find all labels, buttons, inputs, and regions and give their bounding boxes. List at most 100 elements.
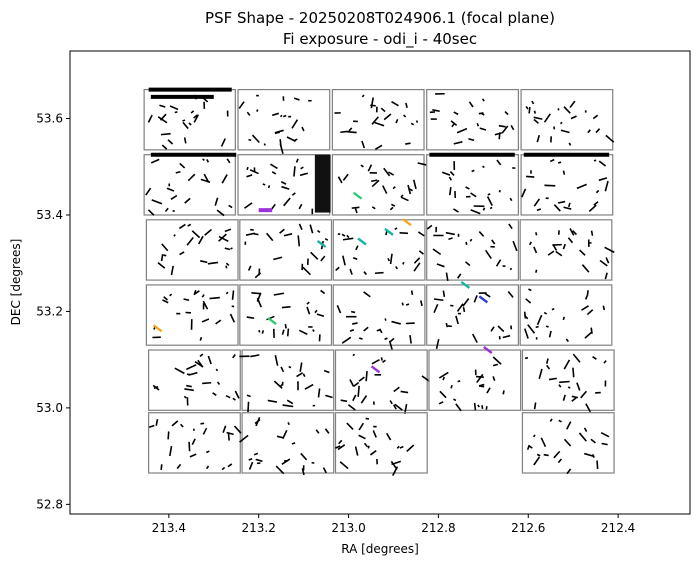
psf-stick (406, 444, 415, 452)
y-tick-label: 53.4 (36, 208, 63, 222)
psf-stick (502, 390, 505, 395)
x-tick-label: 212.8 (421, 521, 455, 535)
psf-stick (544, 184, 556, 187)
x-tick-label: 213.4 (152, 521, 186, 535)
y-axis: 52.8 53.0 53.2 53.4 53.6 (36, 112, 70, 511)
psf-stick (450, 384, 453, 389)
psf-stick (462, 306, 466, 313)
psf-stick (160, 464, 163, 471)
psf-stick (399, 445, 404, 449)
psf-stick (393, 404, 397, 410)
psf-stick (374, 121, 385, 127)
psf-stick (436, 263, 445, 268)
psf-stick (178, 223, 186, 230)
psf-stick (538, 368, 543, 380)
psf-stick (164, 207, 169, 212)
psf-stick (228, 204, 233, 209)
psf-stick (558, 419, 562, 423)
psf-stick (567, 237, 574, 244)
psf-stick (405, 142, 411, 145)
psf-stick (255, 417, 261, 427)
psf-stick (565, 338, 569, 343)
psf-stick (306, 306, 311, 315)
psf-stick (221, 174, 228, 184)
psf-stick (358, 422, 365, 431)
psf-stick (298, 329, 308, 336)
psf-stick (394, 403, 403, 411)
psf-stick (415, 120, 419, 123)
psf-stick (365, 417, 370, 420)
psf-stick (147, 114, 153, 123)
psf-stick (324, 428, 330, 434)
psf-stick (291, 192, 296, 196)
ota-cell-4 (426, 88, 519, 151)
psf-stick (420, 300, 423, 307)
psf-stick (403, 114, 407, 118)
psf-stick (410, 290, 414, 295)
plot-area (143, 87, 615, 476)
x-tick-label: 212.6 (511, 521, 545, 535)
psf-stick (270, 163, 278, 170)
psf-stick (342, 173, 349, 181)
psf-stick (200, 422, 205, 425)
psf-stick (468, 101, 474, 108)
psf-stick (286, 328, 290, 337)
psf-stick (572, 353, 581, 363)
psf-stick (193, 114, 198, 119)
psf-stick (388, 171, 395, 176)
psf-stick (426, 224, 433, 230)
psf-stick (163, 296, 168, 301)
psf-stick (193, 114, 200, 123)
psf-stick (283, 233, 293, 237)
psf-stick (367, 164, 373, 172)
psf-stick (296, 372, 304, 378)
psf-stick (322, 467, 327, 474)
psf-stick (410, 122, 414, 126)
psf-stick (571, 397, 577, 402)
psf-stick (320, 255, 326, 262)
psf-colored-stick (267, 317, 277, 326)
psf-stick (470, 209, 481, 215)
y-axis-label: DEC [degrees] (9, 239, 23, 326)
psf-stick (482, 207, 486, 211)
psf-stick (232, 354, 236, 359)
psf-stick (525, 298, 532, 304)
psf-colored-stick (478, 295, 489, 304)
psf-stick (175, 170, 181, 174)
psf-stick (559, 380, 570, 384)
psf-stick (170, 194, 178, 201)
psf-stick (533, 118, 539, 124)
psf-stick (315, 429, 320, 434)
ota-cell-28 (334, 412, 428, 474)
ota-cell-15 (519, 219, 613, 281)
psf-stick (587, 129, 591, 134)
psf-stick (160, 132, 171, 136)
psf-stick (273, 380, 283, 389)
psf-stick (543, 113, 551, 123)
psf-stick (536, 208, 542, 212)
psf-stick (371, 206, 376, 210)
psf-stick (254, 272, 262, 279)
psf-stick (363, 271, 368, 276)
psf-stick (301, 468, 305, 476)
psf-stick (596, 460, 599, 470)
psf-stick (341, 336, 352, 344)
psf-stick (478, 231, 485, 237)
psf-stick (578, 432, 587, 442)
psf-stick (186, 384, 192, 388)
psf-stick (521, 188, 527, 198)
psf-stick (372, 430, 377, 438)
psf-stick (528, 106, 531, 114)
psf-stick (207, 355, 212, 365)
psf-stick (342, 237, 354, 241)
psf-stick (280, 366, 285, 373)
axes-frame (69, 50, 691, 515)
psf-stick (222, 425, 227, 433)
psf-stick (184, 197, 191, 204)
psf-stick (272, 112, 280, 117)
psf-stick (448, 187, 452, 196)
psf-stick (202, 158, 205, 161)
psf-stick (358, 337, 363, 340)
psf-stick (358, 434, 366, 440)
psf-stick (382, 185, 388, 194)
